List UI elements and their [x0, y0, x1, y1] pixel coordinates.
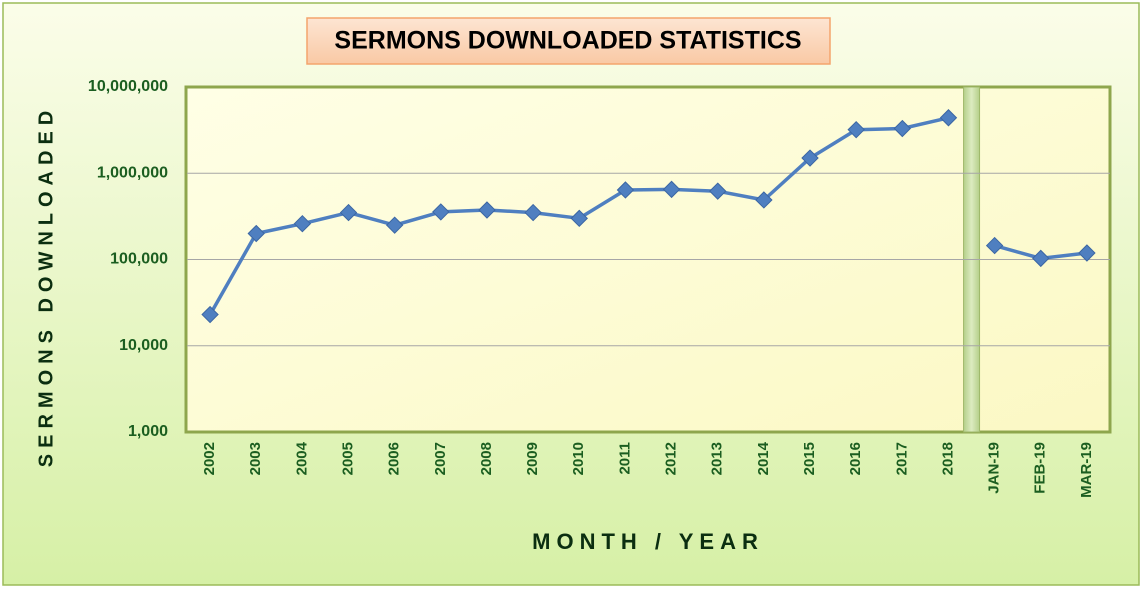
y-tick-label: 1,000,000 — [97, 164, 168, 181]
x-axis-title: MONTH / YEAR — [532, 529, 764, 554]
x-tick-label: 2014 — [755, 441, 772, 475]
point — [939, 109, 958, 127]
point — [432, 203, 450, 221]
point — [616, 181, 635, 199]
point — [985, 236, 1004, 255]
point — [478, 201, 496, 219]
x-tick-label: 2006 — [386, 442, 403, 475]
x-tick-label: 2015 — [801, 442, 818, 475]
x-tick-label: 2007 — [432, 442, 449, 475]
point — [893, 119, 912, 138]
point — [801, 149, 819, 167]
title-box — [306, 17, 831, 65]
x-tick-label: 2002 — [201, 442, 218, 475]
x-tick-label: 2016 — [847, 442, 864, 475]
point — [247, 224, 265, 243]
point — [1032, 249, 1050, 268]
point — [847, 120, 865, 139]
point — [662, 180, 681, 199]
x-tick-label: 2013 — [709, 442, 726, 475]
point — [755, 191, 773, 209]
x-tick-label: 2004 — [293, 441, 310, 475]
x-tick-label: MAR-19 — [1078, 442, 1095, 498]
point — [524, 203, 542, 222]
point — [293, 215, 312, 233]
y-tick-label: 1,000 — [128, 423, 168, 440]
x-tick-label: FEB-19 — [1032, 442, 1049, 494]
x-tick-label: 2017 — [893, 442, 910, 475]
x-tick-label: 2012 — [663, 442, 680, 475]
x-tick-label: 2003 — [247, 442, 264, 475]
x-tick-label: 2011 — [616, 442, 633, 475]
y-tick-label: 100,000 — [110, 251, 168, 268]
x-tick-label: 2010 — [570, 442, 587, 475]
x-tick-label: 2009 — [524, 442, 541, 475]
point — [339, 203, 358, 222]
point — [1078, 244, 1096, 262]
y-tick-label: 10,000,000 — [88, 78, 168, 95]
x-tick-label: JAN-19 — [986, 442, 1003, 494]
chart-title: SERMONS DOWNLOADED STATISTICS — [334, 27, 801, 55]
x-tick-label: 2008 — [478, 442, 495, 475]
point — [385, 216, 404, 234]
point — [570, 209, 588, 228]
x-tick-label: 2018 — [939, 442, 956, 475]
y-axis-title: SERMONS DOWNLOADED — [35, 105, 57, 467]
x-tick-label: 2005 — [339, 442, 356, 475]
y-tick-label: 10,000 — [119, 337, 168, 354]
point — [709, 182, 727, 200]
point — [201, 305, 219, 324]
